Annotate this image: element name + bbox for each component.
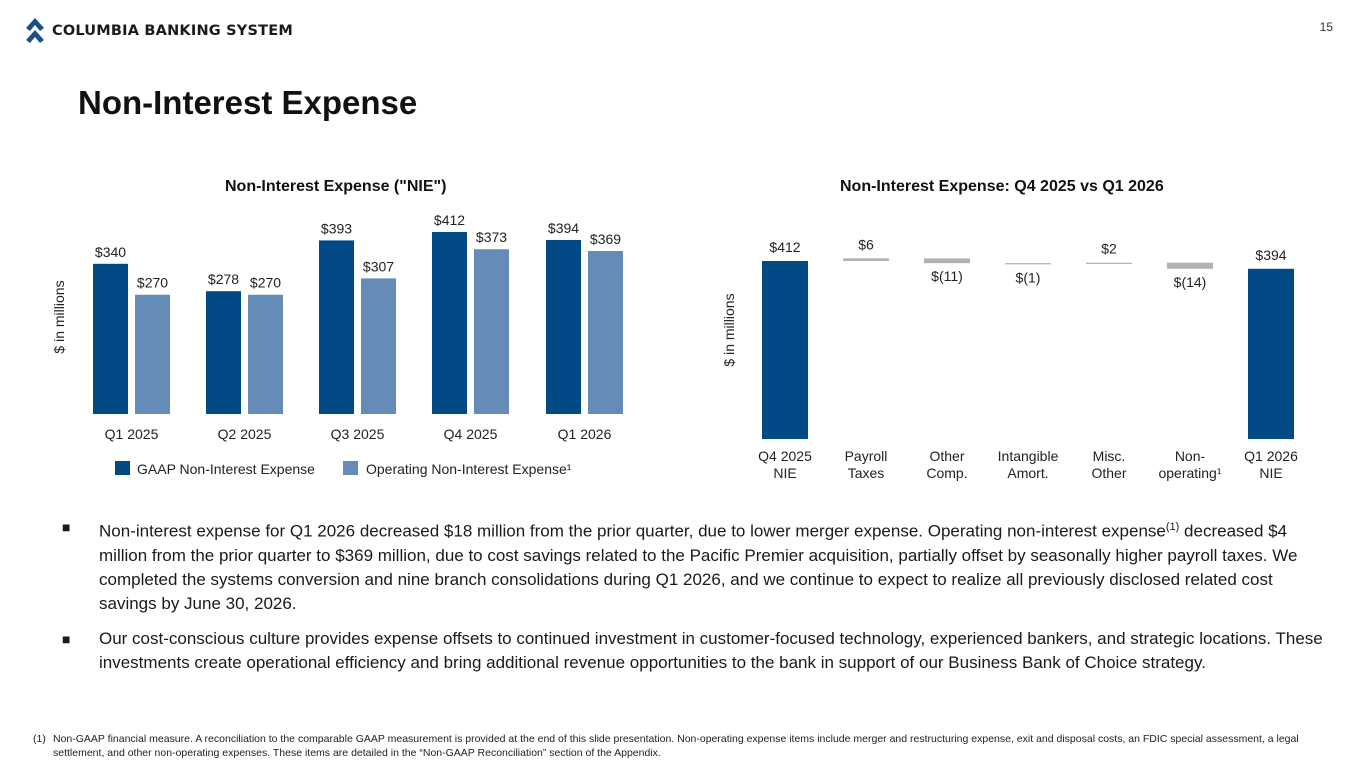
- data-label: $369: [590, 231, 621, 247]
- bullet-item: ■ Our cost-conscious culture provides ex…: [62, 627, 1332, 675]
- bar-delta: [1005, 263, 1051, 265]
- x-tick-label: Intangible: [998, 448, 1059, 464]
- x-tick-label: Q3 2025: [331, 426, 385, 442]
- data-label: $307: [363, 258, 394, 274]
- data-label: $(11): [931, 268, 963, 284]
- page-title: Non-Interest Expense: [78, 84, 418, 121]
- bar-operating: [588, 251, 623, 414]
- bullet-item: ■ Non-interest expense for Q1 2026 decre…: [62, 515, 1332, 616]
- data-label: $270: [250, 275, 281, 291]
- x-tick-label: Other: [929, 448, 964, 464]
- data-label: $340: [95, 244, 126, 260]
- page-number: 15: [1319, 20, 1333, 34]
- data-label: $412: [769, 239, 800, 255]
- bar-delta: [1167, 262, 1213, 269]
- footnote-ref: (1): [1165, 521, 1180, 533]
- bar-total: [762, 261, 808, 439]
- bullet-list: ■ Non-interest expense for Q1 2026 decre…: [62, 515, 1332, 686]
- charts-canvas: $340 $270 Q1 2025 $278 $270 Q2 2025 $393 $307 Q3…: [51, 212, 1298, 481]
- company-name: COLUMBIA BANKING SYSTEM: [52, 23, 293, 39]
- data-label: $(1): [1016, 269, 1041, 285]
- bar-operating: [474, 249, 509, 414]
- bar-gaap: [432, 232, 467, 414]
- bar-operating: [361, 278, 396, 414]
- x-tick-label: operating¹: [1158, 465, 1221, 481]
- data-label: $6: [858, 236, 874, 252]
- x-tick-label: Q1 2026: [558, 426, 612, 442]
- x-tick-label: Amort.: [1007, 465, 1048, 481]
- bar-delta: [924, 258, 970, 264]
- legend-label-gaap: GAAP Non-Interest Expense: [137, 461, 315, 477]
- legend-swatch-operating: [343, 461, 358, 475]
- bar-delta: [843, 258, 889, 261]
- bullet-text: Non-interest expense for Q1 2026 decreas…: [99, 515, 1332, 616]
- bullet-text-part: decreased $4 million from the prior quar…: [99, 521, 1298, 613]
- data-label: $270: [137, 275, 168, 291]
- x-tick-label: Q1 2026: [1244, 448, 1298, 464]
- company-logo: COLUMBIA BANKING SYSTEM: [24, 16, 293, 46]
- chart1-title: Non-Interest Expense ("NIE"): [225, 178, 447, 195]
- data-label: $412: [434, 212, 465, 228]
- data-label: $394: [1255, 247, 1286, 263]
- bullet-mark: ■: [62, 519, 71, 535]
- data-label: $393: [321, 220, 352, 236]
- footnote-number: (1): [33, 733, 46, 745]
- y-axis-label: $ in millions: [51, 280, 67, 353]
- x-tick-label: Payroll: [845, 448, 888, 464]
- bar-gaap: [93, 263, 128, 414]
- bullet-mark: ■: [62, 630, 71, 647]
- footnote: (1) Non-GAAP financial measure. A reconc…: [33, 732, 1333, 760]
- x-tick-label: Other: [1091, 465, 1126, 481]
- bar-gaap: [319, 240, 354, 414]
- legend-swatch-gaap: [115, 461, 130, 475]
- x-tick-label: Non-: [1175, 448, 1206, 464]
- bar-delta: [1086, 262, 1132, 264]
- data-label: $2: [1101, 241, 1117, 257]
- x-tick-label: Q4 2025: [444, 426, 498, 442]
- bar-total: [1248, 268, 1294, 439]
- chart2-title: Non-Interest Expense: Q4 2025 vs Q1 2026: [840, 178, 1164, 195]
- bullet-text: Our cost-conscious culture provides expe…: [99, 628, 1323, 672]
- bar-operating: [135, 294, 170, 414]
- x-tick-label: Comp.: [926, 465, 967, 481]
- x-tick-label: Q1 2025: [105, 426, 159, 442]
- data-label: $394: [548, 220, 579, 236]
- bar-gaap: [546, 239, 581, 414]
- logo-chevrons-icon: [26, 18, 44, 43]
- legend-label-operating: Operating Non-Interest Expense¹: [366, 461, 572, 477]
- x-tick-label: Q2 2025: [218, 426, 272, 442]
- data-label: $278: [208, 271, 239, 287]
- x-tick-label: Taxes: [848, 465, 885, 481]
- data-label: $373: [476, 229, 507, 245]
- footnote-text: Non-GAAP financial measure. A reconcilia…: [53, 733, 1299, 759]
- bullet-text-part: Non-interest expense for Q1 2026 decreas…: [99, 521, 1166, 541]
- data-label: $(14): [1174, 274, 1207, 290]
- y-axis-label: $ in millions: [721, 293, 737, 366]
- x-tick-label: NIE: [1259, 465, 1282, 481]
- x-tick-label: Q4 2025: [758, 448, 812, 464]
- bar-gaap: [206, 291, 241, 414]
- x-tick-label: NIE: [773, 465, 796, 481]
- bar-operating: [248, 294, 283, 414]
- x-tick-label: Misc.: [1093, 448, 1126, 464]
